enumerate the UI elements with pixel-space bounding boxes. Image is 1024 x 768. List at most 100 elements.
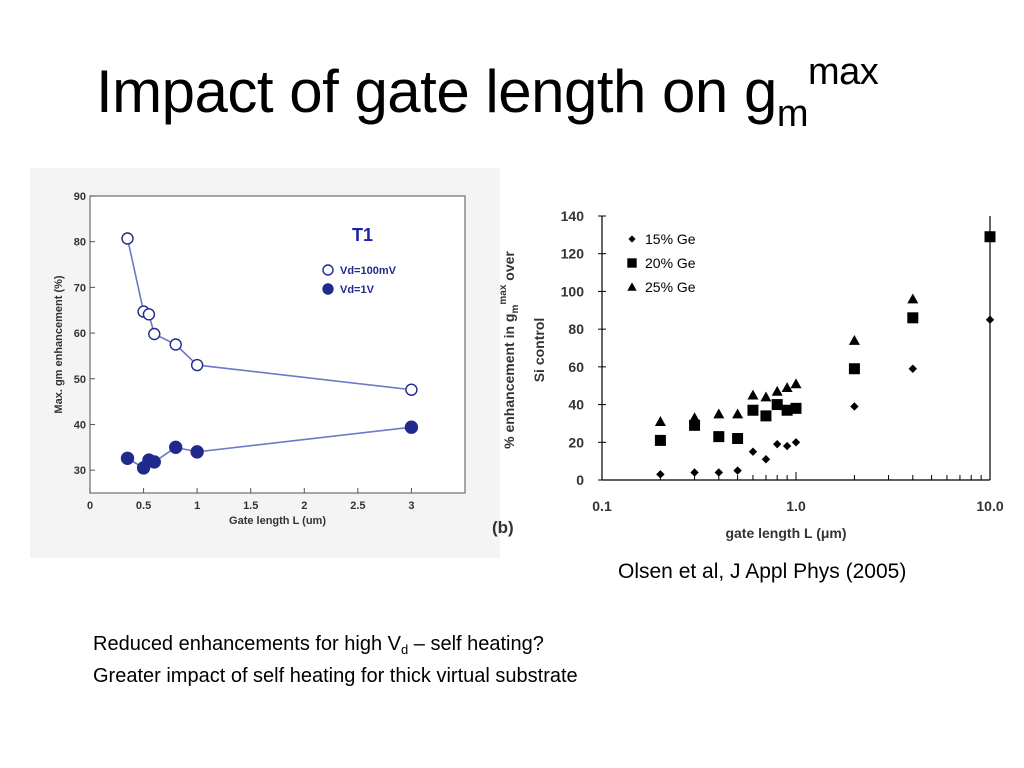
chart-left-ytick-label-3: 60 [74,328,86,340]
chart-left-legend-label-0: Vd=100mV [340,265,397,277]
chart-right-y-axis-label-sup: max [498,284,509,304]
chart-right-point-s0-6 [772,439,782,449]
chart-right-legend-label-1: 20% Ge [645,255,696,271]
chart-left-ytick-label-0: 30 [74,465,86,477]
chart-right-point-s2-0 [654,416,666,426]
footer-line-2: Greater impact of self heating for thick… [93,665,578,687]
chart-left-point-s1-3 [147,455,161,469]
chart-right-point-s0-10 [908,364,917,373]
chart-right-point-s2-2 [713,408,725,419]
chart-left-legend-marker-1 [322,283,334,295]
chart-right-point-s0-0 [656,470,665,479]
chart-right-point-s1-4 [747,404,759,416]
chart-left-point-s1-6 [404,420,419,434]
chart-right-point-s2-1 [689,412,701,423]
chart-left-plot-frame [89,195,466,494]
chart-right-point-s2-6 [771,385,783,396]
chart-right-point-s0-11 [985,315,995,324]
chart-left-xtick-label-4: 2 [301,500,307,512]
chart-right-point-s2-9 [848,334,860,345]
chart-right-xtick-label-1: 1.0 [786,498,806,514]
chart-right-legend-marker-0 [628,235,636,243]
chart-right-point-s1-11 [984,231,996,243]
chart-left-ytick-label-2: 50 [74,374,86,386]
chart-right-point-s1-2 [713,431,725,443]
chart-right-ytick-label-2: 40 [568,397,584,413]
chart-right-point-s2-4 [747,389,759,400]
footer-line-1-subscript: d [400,642,409,657]
chart-right-ytick-label-0: 0 [576,472,584,488]
chart-right-y-axis-label-rest: over [501,251,517,285]
chart-right-point-s0-8 [791,438,801,447]
chart-right-point-s1-7 [781,404,793,416]
chart-right-y-axis-label-main: % enhancement in g [501,314,517,449]
chart-right-point-s1-3 [732,433,744,445]
chart-right-legend-marker-2 [627,282,637,291]
chart-left-xtick-label-6: 3 [408,500,414,512]
chart-right-xtick-label-2: 10.0 [976,498,1003,514]
title-main: Impact of gate length on g [96,58,777,125]
chart-right-ytick-label-4: 80 [568,321,584,337]
chart-left-y-axis-label: Max. gm enhancement (%) [53,275,65,413]
chart-right-panel-label: (b) [492,518,514,537]
slide-title: Impact of gate length on gmmax [96,53,879,133]
chart-right-point-s1-9 [848,363,860,375]
chart-left-annotation-T1: T1 [352,225,373,245]
chart-right-xtick-label-0: 0.1 [592,498,612,514]
chart-right-ytick-label-1: 20 [568,434,584,450]
chart-right-point-s1-0 [654,434,666,446]
chart-left-point-s0-3 [148,327,161,341]
chart-right-point-s2-7 [781,382,793,392]
chart-right-legend-marker-1 [627,258,637,268]
chart-right-ytick-label-3: 60 [568,359,584,375]
chart-left-point-s0-0 [121,232,134,245]
chart-left-x-axis-label: Gate length L (um) [229,515,326,527]
chart-right-point-s2-8 [790,378,802,389]
chart-right-point-s0-4 [748,447,758,456]
chart-left-gm-enhancement: 30 40 50 60 70 80 90 0 0.5 1 1.5 2 2.5 3 Gate length L… [30,168,500,558]
chart-right-ytick-label-7: 140 [561,208,585,224]
chart-right-legend-label-0: 15% Ge [645,231,696,247]
chart-left-xtick-label-2: 1 [194,500,200,512]
chart-left-point-s1-5 [190,445,204,459]
chart-left-point-s0-6 [405,383,418,396]
chart-left-ytick-label-4: 70 [74,282,86,294]
citation: Olsen et al, J Appl Phys (2005) [618,560,907,583]
chart-right-point-s0-2 [714,468,723,477]
chart-right-legend-label-2: 25% Ge [645,279,696,295]
chart-left-point-s0-2 [142,308,156,321]
chart-right-point-s0-7 [782,441,792,451]
chart-right-y-axis-label-sub: m [510,305,521,314]
chart-right-point-s0-3 [733,466,742,475]
chart-right-point-s1-8 [790,402,802,414]
chart-right-point-s0-1 [690,468,699,477]
chart-left-xtick-label-1: 0.5 [136,500,151,512]
chart-left-legend-marker-0 [322,264,334,276]
footer-notes: Reduced enhancements for high Vd – self … [93,629,578,691]
chart-left-xtick-label-0: 0 [87,500,93,512]
chart-left-ytick-label-5: 80 [74,237,86,249]
footer-line-1-text: Reduced enhancements for high V [93,633,401,655]
chart-right-point-s1-1 [689,419,701,431]
chart-right-point-s2-10 [907,293,919,304]
title-subscript: m [776,93,809,135]
chart-right-ytick-label-6: 120 [561,246,585,262]
chart-left-legend-label-1: Vd=1V [340,284,375,296]
chart-right-point-s0-9 [850,402,859,411]
footer-line-1: Reduced enhancements for high Vd – self … [93,629,578,661]
chart-right-point-s2-3 [732,408,744,419]
chart-right-y-axis-label-line2: Si control [531,318,547,383]
chart-right-point-s0-5 [761,455,771,464]
chart-left-point-s0-5 [190,358,204,372]
chart-left-ytick-label-6: 90 [74,191,86,203]
chart-right-point-s1-5 [760,410,772,422]
chart-left-xtick-label-5: 2.5 [350,500,365,512]
title-superscript: max [807,51,879,93]
chart-right-ytick-label-5: 100 [561,283,585,299]
chart-right-ge-enhancement: 0 20 40 60 80 100 120 140 0.1 1.0 10.0 gate length … [492,208,1004,541]
footer-line-1-tail: – self heating? [408,633,544,655]
chart-right-point-s2-5 [760,391,772,402]
chart-left-ytick-label-1: 40 [74,419,86,431]
chart-left-point-s1-4 [169,440,183,455]
chart-right-point-s1-6 [771,399,783,411]
